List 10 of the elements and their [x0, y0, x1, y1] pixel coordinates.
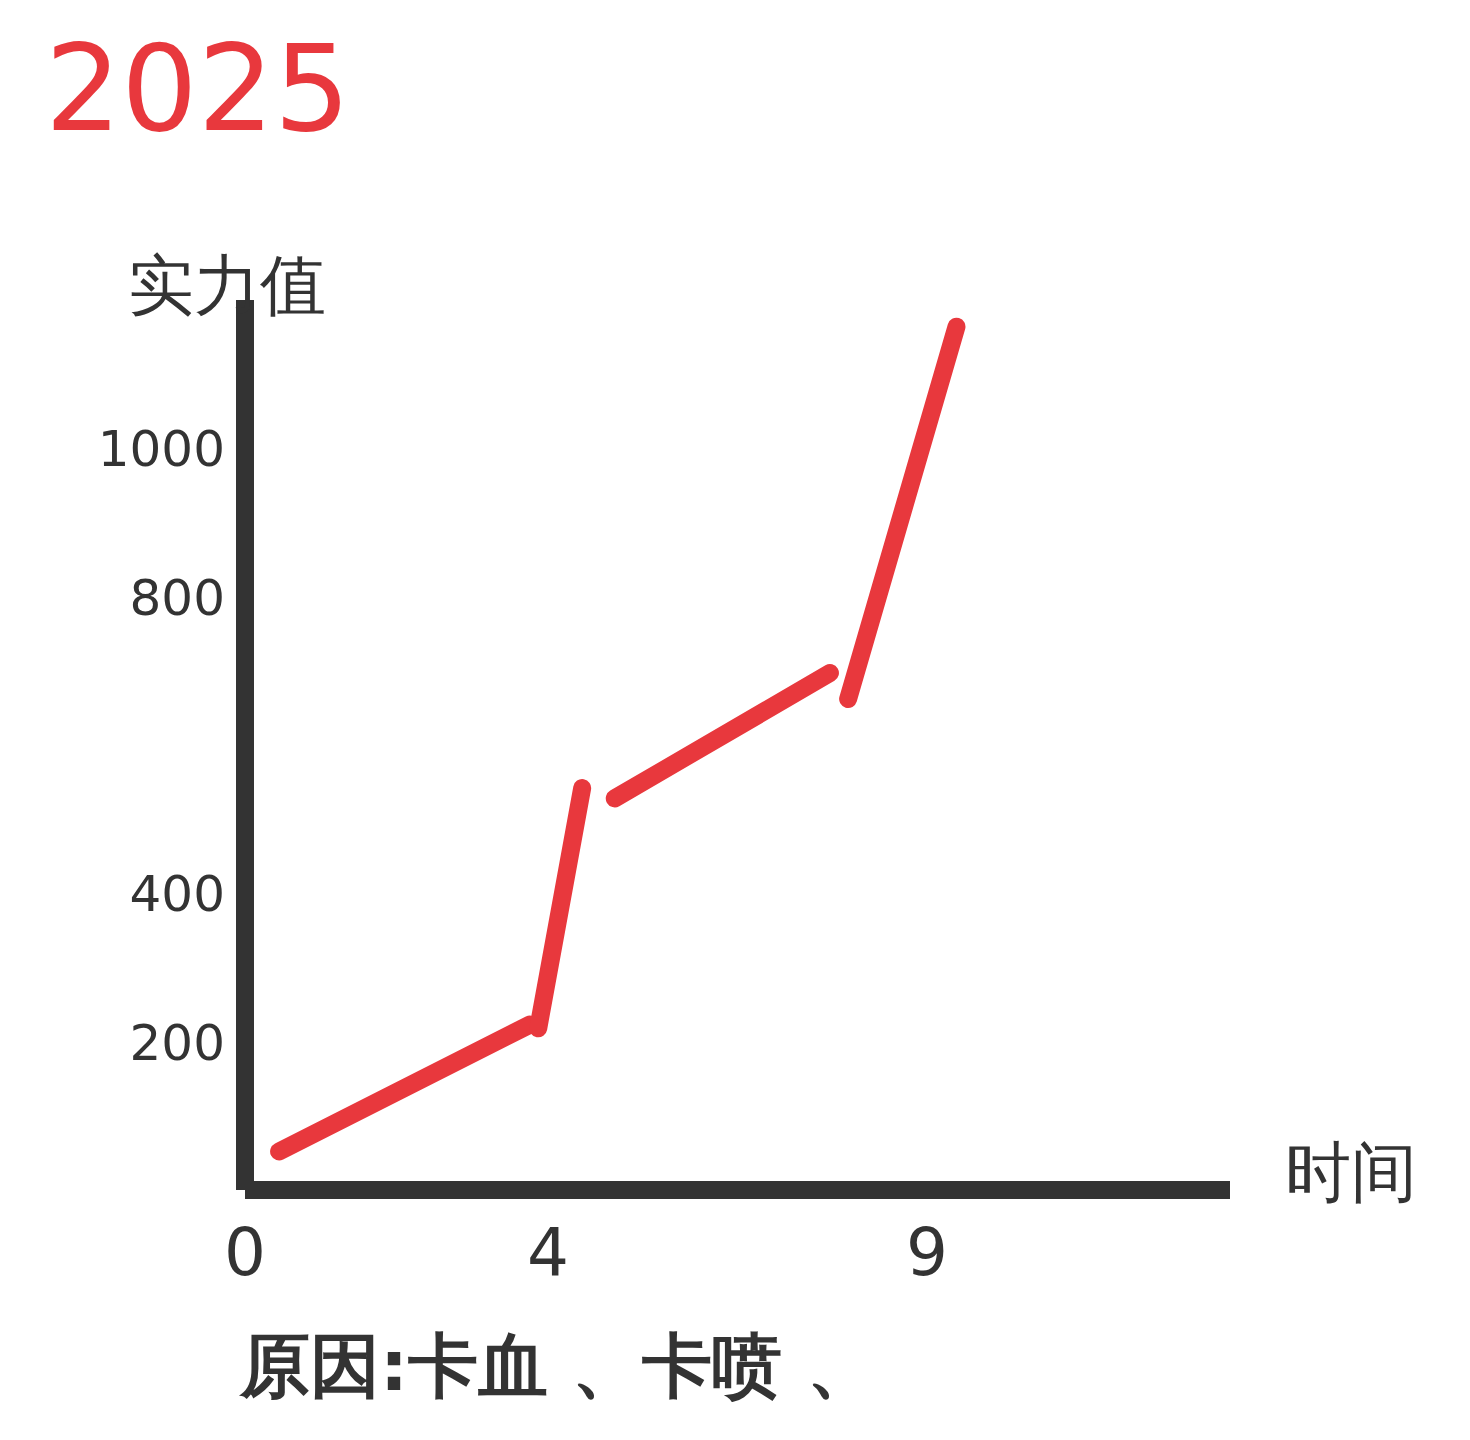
x-axis-title: 时间	[1285, 1134, 1417, 1211]
x-tick-label: 9	[905, 1214, 948, 1291]
y-tick-label: 400	[129, 865, 225, 924]
y-tick-label: 1000	[97, 420, 225, 479]
x-tick-label: 0	[224, 1214, 266, 1291]
y-tick-label: 200	[129, 1013, 225, 1072]
chart-title: 2025	[45, 19, 351, 158]
x-tick-label: 4	[527, 1214, 570, 1291]
y-tick-label: 800	[129, 568, 225, 627]
text: 原因:卡血 、卡喷 、	[238, 1325, 877, 1407]
